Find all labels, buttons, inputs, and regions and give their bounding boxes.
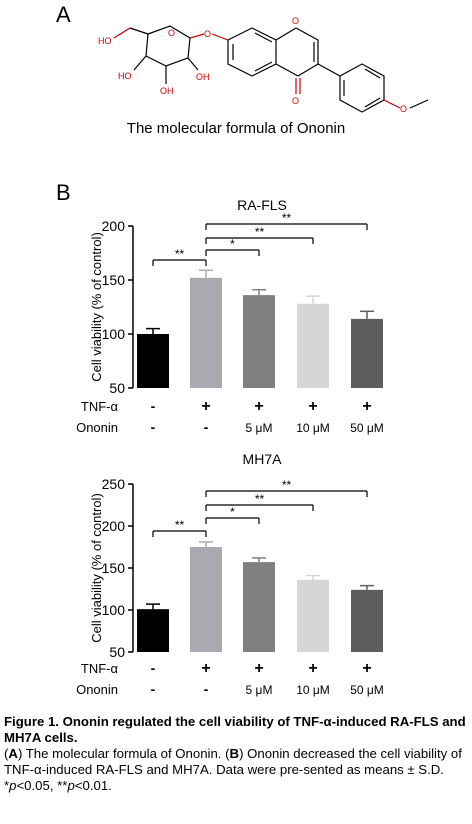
y-tick-label: 50: [109, 380, 125, 396]
bar-3: [297, 303, 329, 388]
bar-0: [137, 609, 169, 652]
bar-1: [190, 547, 222, 652]
ononin-cell-4: 50 μM: [350, 683, 384, 697]
ononin-cell-2: 5 μM: [246, 683, 273, 697]
row-label-tnf: TNF-α: [81, 661, 119, 676]
row-label-tnf: TNF-α: [81, 399, 119, 414]
row-label-ononin: Ononin: [76, 682, 118, 697]
sig-label: **: [175, 247, 185, 261]
bar-4: [351, 318, 383, 388]
sig-label: **: [282, 211, 292, 225]
y-tick-label: 150: [102, 560, 126, 576]
atom-oh2: OH: [160, 86, 174, 96]
ononin-cell-1: -: [204, 419, 209, 435]
atom-o-glyc: O: [168, 28, 175, 38]
bar-4: [351, 589, 383, 652]
legend-p2: p: [67, 778, 75, 793]
legend-a-letter: A: [8, 746, 18, 761]
molecule-caption: The molecular formula of Ononin: [126, 120, 346, 137]
legend-body: (A) The molecular formula of Ononin. (B)…: [4, 746, 470, 794]
legend-end: <0.01.: [74, 778, 112, 793]
atom-oh3: OH: [196, 72, 210, 82]
atom-o-methoxy: O: [400, 104, 407, 114]
y-axis-label: Cell viability (% of control): [89, 493, 104, 643]
ononin-cell-4: 50 μM: [350, 421, 384, 435]
legend-a-open: (: [4, 746, 9, 761]
legend-b-text: ) Ononin decreased the cell viability of…: [4, 746, 462, 793]
tnf-cell-3: +: [308, 660, 317, 677]
legend-b-letter: B: [229, 746, 240, 761]
ononin-cell-3: 10 μM: [296, 683, 330, 697]
bar-0: [137, 334, 169, 388]
phenyl-ring: [339, 63, 385, 113]
chart-title: MH7A: [243, 451, 283, 467]
tnf-cell-4: +: [362, 660, 371, 677]
y-tick-label: 50: [109, 644, 125, 660]
bar-1: [190, 277, 222, 388]
panel-b-letter: B: [56, 180, 71, 205]
y-tick-label: 100: [102, 326, 126, 342]
ononin-cell-0: -: [151, 419, 156, 435]
y-tick-label: 100: [102, 602, 126, 618]
sig-label: **: [175, 518, 185, 532]
y-axis-label: Cell viability (% of control): [89, 232, 104, 382]
y-tick-label: 200: [102, 518, 126, 534]
atom-o-link: O: [204, 29, 211, 39]
tnf-cell-4: +: [362, 398, 371, 415]
tnf-cell-2: +: [254, 398, 263, 415]
tnf-cell-0: -: [151, 660, 156, 676]
sig-label: *: [230, 237, 235, 251]
legend-mid: <0.05, **: [16, 778, 68, 793]
y-tick-label: 150: [102, 272, 126, 288]
atom-o-ring: O: [292, 16, 299, 26]
atom-oh1: HO: [118, 71, 132, 81]
tnf-cell-2: +: [254, 660, 263, 677]
panel-a-letter: A: [56, 2, 71, 27]
tnf-cell-1: +: [201, 398, 210, 415]
tnf-cell-1: +: [201, 660, 210, 677]
y-tick-label: 250: [102, 476, 126, 492]
bar-3: [297, 579, 329, 652]
atom-o-keto: O: [292, 96, 299, 106]
sig-label: **: [255, 225, 265, 239]
figure-legend: Figure 1. Ononin regulated the cell viab…: [4, 714, 470, 794]
sig-label: **: [255, 492, 265, 506]
legend-title: Figure 1. Ononin regulated the cell viab…: [4, 714, 466, 745]
y-tick-label: 200: [102, 218, 126, 234]
benzene-ring-a: [227, 27, 277, 77]
bar-2: [243, 295, 275, 388]
ononin-cell-2: 5 μM: [246, 421, 273, 435]
ononin-cell-3: 10 μM: [296, 421, 330, 435]
chart-title: RA-FLS: [237, 197, 287, 213]
sig-label: *: [230, 505, 235, 519]
legend-p1: p: [9, 778, 17, 793]
bar-2: [243, 562, 275, 652]
ononin-cell-0: -: [151, 681, 156, 697]
row-label-ononin: Ononin: [76, 420, 118, 435]
ononin-structure: HO HO OH OH O O O O O: [98, 16, 429, 114]
tnf-cell-3: +: [308, 398, 317, 415]
atom-ho: HO: [98, 36, 112, 46]
ononin-cell-1: -: [204, 681, 209, 697]
tnf-cell-0: -: [151, 398, 156, 414]
sig-label: **: [282, 478, 292, 492]
legend-a-text: ) The molecular formula of Ononin. (: [17, 746, 230, 761]
